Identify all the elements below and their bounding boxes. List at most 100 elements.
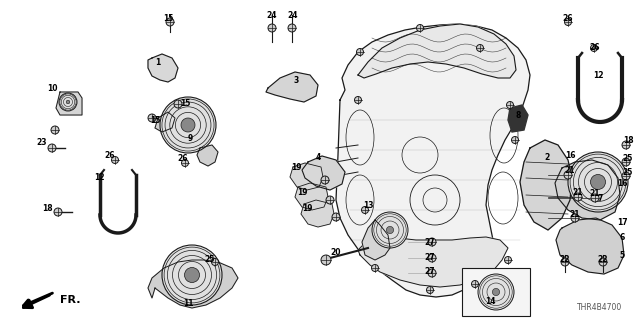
Circle shape	[622, 158, 630, 166]
Circle shape	[506, 101, 513, 108]
Circle shape	[472, 281, 479, 287]
Text: 26: 26	[105, 150, 115, 159]
Circle shape	[54, 208, 62, 216]
Circle shape	[332, 213, 340, 221]
Circle shape	[511, 137, 518, 143]
Text: 14: 14	[484, 298, 495, 307]
Text: 22: 22	[560, 255, 570, 265]
Circle shape	[492, 288, 500, 296]
Circle shape	[428, 238, 436, 246]
Polygon shape	[155, 112, 175, 132]
Circle shape	[564, 171, 572, 179]
Text: 16: 16	[564, 150, 575, 159]
Text: 15: 15	[163, 13, 173, 22]
Text: 25: 25	[205, 255, 215, 265]
Polygon shape	[362, 220, 390, 260]
Polygon shape	[148, 260, 238, 308]
Circle shape	[571, 214, 579, 222]
Circle shape	[59, 93, 77, 111]
Text: 17: 17	[617, 218, 627, 227]
Text: 5: 5	[620, 251, 625, 260]
Circle shape	[356, 49, 364, 55]
Text: 21: 21	[573, 188, 583, 196]
Text: 20: 20	[331, 247, 341, 257]
Polygon shape	[290, 163, 323, 190]
Text: 15: 15	[150, 116, 160, 124]
Polygon shape	[555, 160, 620, 220]
Text: 12: 12	[93, 172, 104, 181]
Text: 18: 18	[623, 135, 634, 145]
Circle shape	[211, 259, 218, 266]
Circle shape	[182, 159, 189, 166]
Text: 10: 10	[47, 84, 57, 92]
Text: 11: 11	[183, 299, 193, 308]
Polygon shape	[520, 140, 572, 230]
Text: 8: 8	[515, 110, 521, 119]
Polygon shape	[197, 145, 218, 166]
Text: 27: 27	[425, 252, 435, 261]
Circle shape	[184, 268, 200, 283]
Polygon shape	[302, 156, 345, 190]
Text: 7: 7	[597, 194, 603, 203]
Polygon shape	[556, 218, 624, 274]
Text: 27: 27	[425, 237, 435, 246]
Text: FR.: FR.	[60, 295, 81, 305]
Circle shape	[477, 44, 483, 52]
Text: 18: 18	[42, 204, 52, 212]
Circle shape	[478, 274, 514, 310]
Text: 16: 16	[617, 179, 627, 188]
Text: 1: 1	[156, 58, 161, 67]
Circle shape	[362, 206, 369, 213]
Circle shape	[428, 269, 436, 277]
Circle shape	[574, 193, 582, 201]
Circle shape	[66, 100, 70, 104]
Text: 21: 21	[589, 188, 600, 197]
Text: 26: 26	[178, 154, 188, 163]
Circle shape	[160, 97, 216, 153]
Text: 22: 22	[598, 255, 608, 265]
Circle shape	[51, 126, 59, 134]
Text: 19: 19	[297, 188, 307, 196]
Text: 2: 2	[545, 153, 550, 162]
Circle shape	[591, 174, 605, 189]
Circle shape	[568, 152, 628, 212]
Polygon shape	[301, 200, 334, 227]
Circle shape	[48, 144, 56, 152]
Circle shape	[148, 114, 156, 122]
Text: 24: 24	[267, 11, 277, 20]
Circle shape	[326, 196, 334, 204]
Circle shape	[371, 265, 378, 271]
Text: 24: 24	[288, 11, 298, 20]
Polygon shape	[266, 72, 318, 102]
Bar	[462, 268, 530, 316]
Circle shape	[111, 156, 118, 164]
Circle shape	[268, 24, 276, 32]
Polygon shape	[148, 54, 178, 82]
Text: 21: 21	[570, 210, 580, 219]
Circle shape	[174, 100, 182, 108]
Text: 12: 12	[593, 70, 604, 79]
Circle shape	[321, 176, 329, 184]
Circle shape	[599, 258, 607, 266]
Text: 13: 13	[363, 201, 373, 210]
Circle shape	[591, 44, 598, 52]
Polygon shape	[295, 183, 328, 210]
Text: 4: 4	[316, 153, 321, 162]
Circle shape	[428, 254, 436, 262]
Text: 26: 26	[589, 43, 600, 52]
Circle shape	[564, 19, 572, 26]
Circle shape	[321, 255, 331, 265]
Polygon shape	[358, 24, 516, 78]
Circle shape	[288, 24, 296, 32]
Circle shape	[504, 257, 511, 263]
Text: 26: 26	[563, 13, 573, 22]
Circle shape	[387, 227, 394, 234]
Text: 19: 19	[301, 204, 312, 212]
Circle shape	[591, 194, 599, 202]
Circle shape	[622, 141, 630, 149]
Text: 25: 25	[623, 154, 633, 163]
Circle shape	[162, 245, 222, 305]
Text: 27: 27	[425, 268, 435, 276]
Text: 25: 25	[623, 167, 633, 177]
Polygon shape	[508, 105, 528, 132]
